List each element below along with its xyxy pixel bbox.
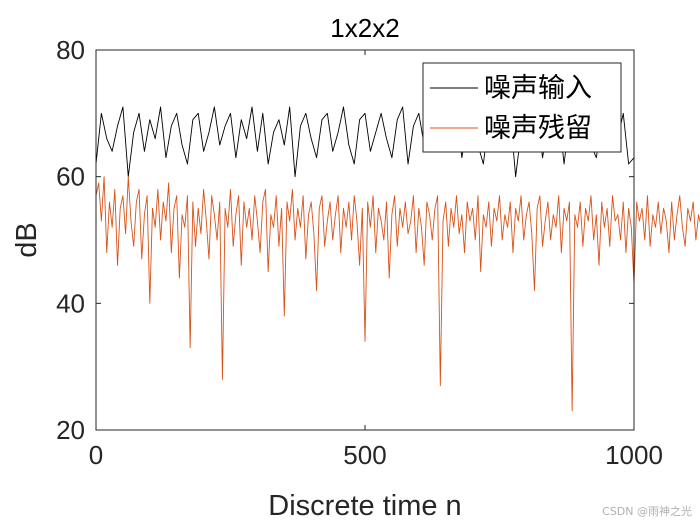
y-tick-label: 20 [56,415,85,445]
legend: 噪声输入 噪声残留 [422,62,622,153]
y-tick-label: 60 [56,162,85,192]
legend-label-series-1: 噪声输入 [484,73,592,104]
y-axis-label: dB [11,222,43,257]
x-tick-label: 500 [343,440,386,470]
x-tick-label: 0 [89,440,103,470]
y-tick-label: 80 [56,35,85,65]
x-axis-label: Discrete time n [268,490,461,522]
ticks-layer: 0 500 1000 20 40 60 80 [56,35,663,470]
y-tick-label: 40 [56,288,85,318]
series-line-2 [95,176,700,412]
legend-label-series-2: 噪声残留 [484,113,592,144]
watermark-text: CSDN @雨神之光 [602,504,692,518]
chart-title: 1x2x2 [330,13,399,43]
x-tick-label: 1000 [605,440,663,470]
legend-box [422,62,622,153]
